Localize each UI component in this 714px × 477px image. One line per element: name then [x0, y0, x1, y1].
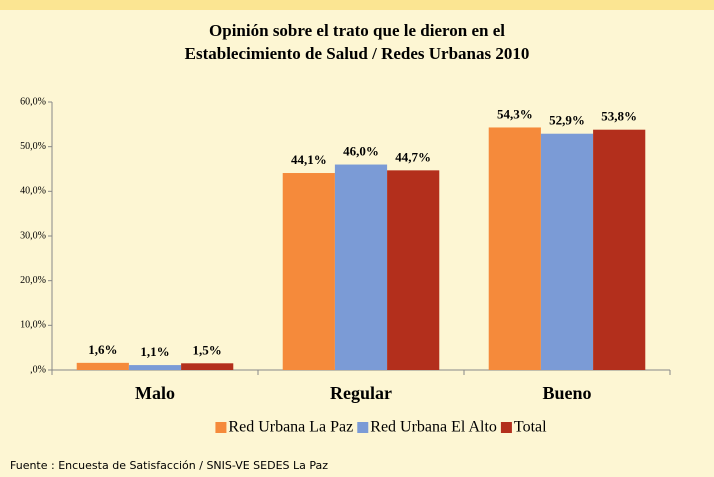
data-label: 54,3%	[497, 106, 533, 121]
x-tick-label: Bueno	[542, 383, 591, 403]
data-label: 52,9%	[549, 113, 585, 128]
source-note: Fuente : Encuesta de Satisfacción / SNIS…	[10, 459, 328, 472]
bar	[540, 133, 594, 370]
data-label: 46,0%	[343, 144, 379, 159]
bar	[488, 127, 541, 371]
data-label: 1,6%	[88, 342, 117, 357]
y-tick-label: ,0%	[30, 364, 46, 375]
chart-title: Establecimiento de Salud / Redes Urbanas…	[185, 44, 530, 63]
chart-title: Opinión sobre el trato que le dieron en …	[209, 21, 505, 40]
x-tick-label: Regular	[330, 383, 392, 403]
data-label: 1,5%	[193, 342, 222, 357]
legend-label: Red Urbana La Paz	[228, 419, 353, 436]
legend-swatch	[357, 422, 369, 433]
x-tick-label: Malo	[135, 383, 175, 403]
y-tick-label: 20,0%	[20, 275, 46, 286]
data-label: 44,7%	[395, 149, 431, 164]
bar	[334, 164, 388, 370]
bar	[76, 362, 129, 370]
bar	[387, 170, 440, 370]
bar	[282, 173, 335, 370]
legend-swatch	[500, 422, 512, 433]
legend-swatch	[215, 422, 227, 433]
y-tick-label: 60,0%	[20, 96, 46, 107]
top-band	[0, 0, 714, 10]
y-tick-label: 40,0%	[20, 186, 46, 197]
y-tick-label: 10,0%	[20, 320, 46, 331]
bar	[128, 365, 182, 370]
data-label: 53,8%	[601, 109, 637, 124]
legend-label: Total	[514, 419, 547, 436]
data-label: 1,1%	[140, 344, 169, 359]
y-tick-label: 30,0%	[20, 230, 46, 241]
y-tick-label: 50,0%	[20, 141, 46, 152]
legend-label: Red Urbana El Alto	[370, 419, 497, 436]
bar	[593, 129, 646, 370]
bar	[181, 363, 234, 370]
data-label: 44,1%	[291, 152, 327, 167]
